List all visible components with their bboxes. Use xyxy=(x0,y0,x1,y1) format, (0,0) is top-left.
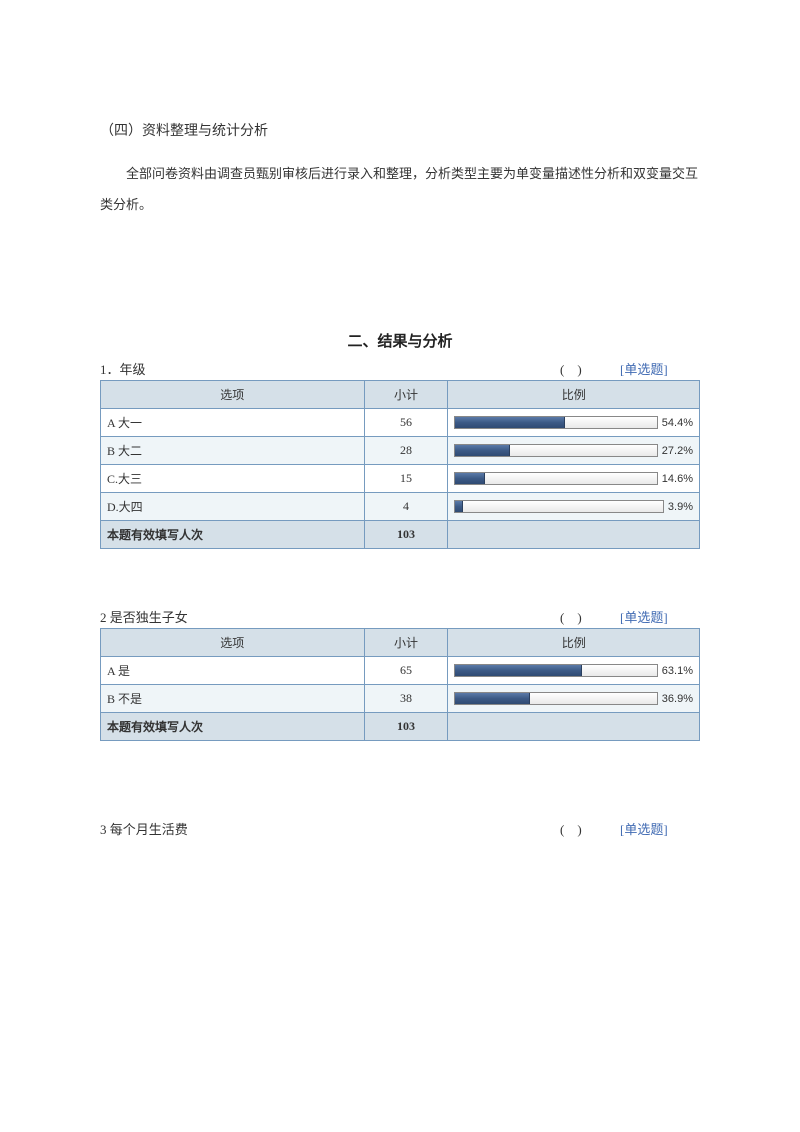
bar-fill xyxy=(455,665,582,676)
body-paragraph: 全部问卷资料由调查员甄别审核后进行录入和整理，分析类型主要为单变量描述性分析和双… xyxy=(100,158,700,220)
table-row: B 大二 28 27.2% xyxy=(101,437,700,465)
bar-label: 27.2% xyxy=(662,445,693,457)
bar-container: 3.9% xyxy=(454,500,693,513)
table-row: A 大一 56 54.4% xyxy=(101,409,700,437)
bar-fill xyxy=(455,693,529,704)
question-paren: ( ) xyxy=(560,359,620,378)
subsection-heading: （四）资料整理与统计分析 xyxy=(100,120,700,140)
cell-subtotal: 56 xyxy=(364,409,448,437)
col-ratio-header: 比例 xyxy=(448,381,700,409)
document-page: （四）资料整理与统计分析 全部问卷资料由调查员甄别审核后进行录入和整理，分析类型… xyxy=(0,0,800,900)
total-label: 本题有效填写人次 xyxy=(101,713,365,741)
bar-track xyxy=(454,692,657,705)
table-header-row: 选项 小计 比例 xyxy=(101,629,700,657)
bar-container: 54.4% xyxy=(454,416,693,429)
question-2-table: 选项 小计 比例 A 是 65 63.1% B 不是 38 36.9% xyxy=(100,628,700,741)
total-label: 本题有效填写人次 xyxy=(101,521,365,549)
cell-ratio: 3.9% xyxy=(448,493,700,521)
question-3-header: 3 每个月生活费 ( ) [单选题] xyxy=(100,819,700,838)
cell-option: C.大三 xyxy=(101,465,365,493)
bar-track xyxy=(454,664,657,677)
cell-subtotal: 65 xyxy=(364,657,448,685)
col-option-header: 选项 xyxy=(101,381,365,409)
question-1-header: 1．年级 ( ) [单选题] xyxy=(100,359,700,378)
bar-container: 63.1% xyxy=(454,664,693,677)
question-3-title: 3 每个月生活费 xyxy=(100,819,560,838)
cell-ratio: 63.1% xyxy=(448,657,700,685)
col-ratio-header: 比例 xyxy=(448,629,700,657)
bar-fill xyxy=(455,417,565,428)
cell-option: B 不是 xyxy=(101,685,365,713)
table-header-row: 选项 小计 比例 xyxy=(101,381,700,409)
table-total-row: 本题有效填写人次 103 xyxy=(101,521,700,549)
bar-track xyxy=(454,500,664,513)
bar-label: 54.4% xyxy=(662,417,693,429)
bar-track xyxy=(454,416,657,429)
table-row: C.大三 15 14.6% xyxy=(101,465,700,493)
total-empty xyxy=(448,713,700,741)
bar-fill xyxy=(455,445,510,456)
bar-container: 27.2% xyxy=(454,444,693,457)
bar-fill xyxy=(455,473,484,484)
cell-ratio: 54.4% xyxy=(448,409,700,437)
bar-label: 3.9% xyxy=(668,501,693,513)
bar-fill xyxy=(455,501,463,512)
cell-subtotal: 4 xyxy=(364,493,448,521)
section-title: 二、结果与分析 xyxy=(100,330,700,351)
cell-option: D.大四 xyxy=(101,493,365,521)
question-paren: ( ) xyxy=(560,819,620,838)
cell-option: A 是 xyxy=(101,657,365,685)
bar-container: 14.6% xyxy=(454,472,693,485)
total-value: 103 xyxy=(364,713,448,741)
question-1-table: 选项 小计 比例 A 大一 56 54.4% B 大二 28 27.2% xyxy=(100,380,700,549)
bar-track xyxy=(454,444,657,457)
table-row: A 是 65 63.1% xyxy=(101,657,700,685)
bar-label: 36.9% xyxy=(662,693,693,705)
total-value: 103 xyxy=(364,521,448,549)
bar-container: 36.9% xyxy=(454,692,693,705)
question-type-tag: [单选题] xyxy=(620,359,700,378)
bar-label: 63.1% xyxy=(662,665,693,677)
question-2-header: 2 是否独生子女 ( ) [单选题] xyxy=(100,607,700,626)
total-empty xyxy=(448,521,700,549)
question-type-tag: [单选题] xyxy=(620,819,700,838)
cell-subtotal: 15 xyxy=(364,465,448,493)
cell-ratio: 27.2% xyxy=(448,437,700,465)
cell-subtotal: 38 xyxy=(364,685,448,713)
col-option-header: 选项 xyxy=(101,629,365,657)
col-subtotal-header: 小计 xyxy=(364,629,448,657)
cell-ratio: 14.6% xyxy=(448,465,700,493)
cell-ratio: 36.9% xyxy=(448,685,700,713)
bar-track xyxy=(454,472,657,485)
cell-subtotal: 28 xyxy=(364,437,448,465)
question-paren: ( ) xyxy=(560,607,620,626)
question-1-title: 1．年级 xyxy=(100,359,560,378)
question-type-tag: [单选题] xyxy=(620,607,700,626)
cell-option: B 大二 xyxy=(101,437,365,465)
col-subtotal-header: 小计 xyxy=(364,381,448,409)
table-row: D.大四 4 3.9% xyxy=(101,493,700,521)
question-2-title: 2 是否独生子女 xyxy=(100,607,560,626)
table-total-row: 本题有效填写人次 103 xyxy=(101,713,700,741)
cell-option: A 大一 xyxy=(101,409,365,437)
bar-label: 14.6% xyxy=(662,473,693,485)
table-row: B 不是 38 36.9% xyxy=(101,685,700,713)
